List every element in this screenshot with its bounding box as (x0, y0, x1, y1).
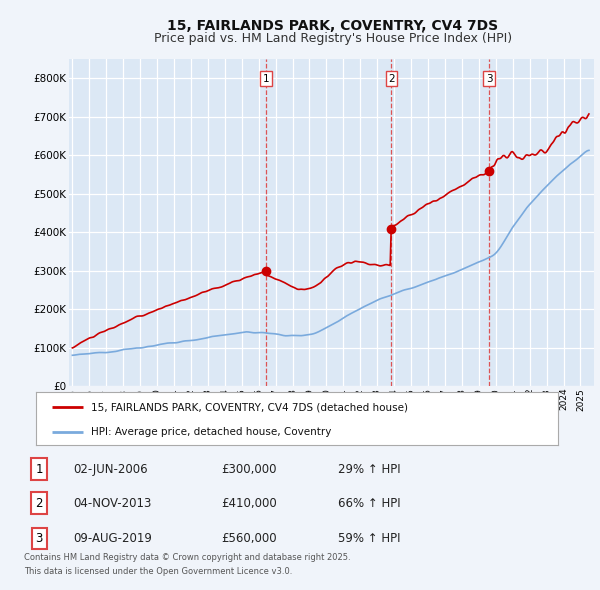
Text: 1: 1 (262, 74, 269, 84)
Text: 15, FAIRLANDS PARK, COVENTRY, CV4 7DS: 15, FAIRLANDS PARK, COVENTRY, CV4 7DS (167, 19, 499, 33)
Text: 15, FAIRLANDS PARK, COVENTRY, CV4 7DS (detached house): 15, FAIRLANDS PARK, COVENTRY, CV4 7DS (d… (91, 402, 408, 412)
Text: Contains HM Land Registry data © Crown copyright and database right 2025.
This d: Contains HM Land Registry data © Crown c… (23, 553, 350, 576)
Text: 09-AUG-2019: 09-AUG-2019 (73, 532, 152, 545)
Text: 1: 1 (35, 463, 43, 476)
Text: 04-NOV-2013: 04-NOV-2013 (73, 497, 151, 510)
Text: 66% ↑ HPI: 66% ↑ HPI (338, 497, 401, 510)
Text: 59% ↑ HPI: 59% ↑ HPI (338, 532, 400, 545)
Text: 2: 2 (388, 74, 395, 84)
Text: HPI: Average price, detached house, Coventry: HPI: Average price, detached house, Cove… (91, 427, 331, 437)
Text: £560,000: £560,000 (221, 532, 277, 545)
Text: 3: 3 (35, 532, 43, 545)
Text: £300,000: £300,000 (221, 463, 277, 476)
Text: 02-JUN-2006: 02-JUN-2006 (73, 463, 148, 476)
Text: 2: 2 (35, 497, 43, 510)
Text: £410,000: £410,000 (221, 497, 277, 510)
Text: 29% ↑ HPI: 29% ↑ HPI (338, 463, 401, 476)
Text: Price paid vs. HM Land Registry's House Price Index (HPI): Price paid vs. HM Land Registry's House … (154, 32, 512, 45)
Text: 3: 3 (485, 74, 493, 84)
